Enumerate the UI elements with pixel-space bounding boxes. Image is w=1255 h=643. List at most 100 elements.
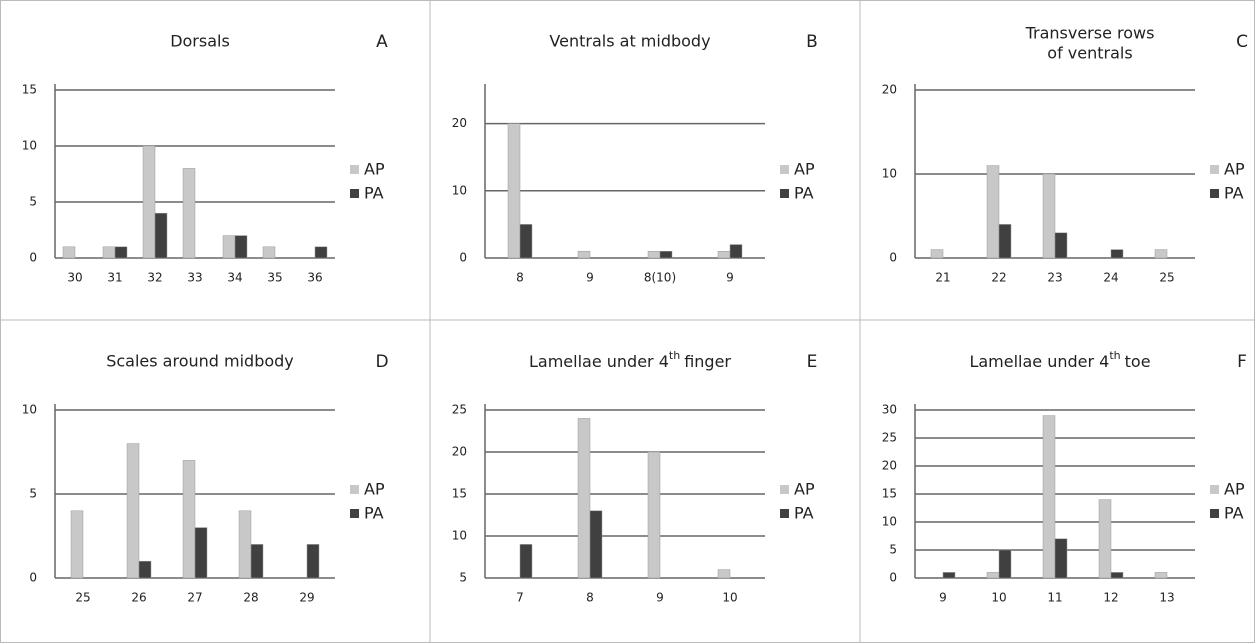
bar bbox=[647, 251, 661, 259]
y-tick-label: 30 bbox=[882, 403, 897, 417]
chart-title: Ventrals at midbody bbox=[549, 32, 710, 51]
title-text: Lamellae under 4 bbox=[529, 352, 669, 371]
y-tick-label: 5 bbox=[459, 571, 467, 585]
x-tick-label: 25 bbox=[75, 591, 90, 605]
bar bbox=[222, 235, 236, 259]
x-tick-label: 10 bbox=[722, 591, 737, 605]
bar bbox=[126, 443, 140, 579]
legend-swatch bbox=[780, 485, 789, 494]
y-tick-label: 0 bbox=[889, 251, 897, 265]
bar bbox=[1054, 538, 1068, 579]
x-tick-label: 13 bbox=[1159, 591, 1174, 605]
bar bbox=[70, 510, 84, 579]
y-tick-label: 5 bbox=[29, 195, 37, 209]
chart-title: Lamellae under 4th toe bbox=[969, 349, 1150, 371]
bar bbox=[930, 249, 944, 259]
legend-label: AP bbox=[364, 160, 385, 179]
x-tick-label: 34 bbox=[227, 271, 242, 285]
bar bbox=[717, 569, 731, 579]
y-tick-label: 10 bbox=[22, 139, 37, 153]
y-tick-label: 10 bbox=[452, 529, 467, 543]
x-tick-label: 12 bbox=[1103, 591, 1118, 605]
bar bbox=[250, 544, 264, 579]
chart-title: Lamellae under 4th finger bbox=[529, 349, 731, 371]
y-tick-label: 10 bbox=[452, 183, 467, 197]
y-tick-label: 0 bbox=[459, 251, 467, 265]
x-tick-label: 8 bbox=[516, 271, 524, 285]
x-tick-label: 25 bbox=[1159, 271, 1174, 285]
bar bbox=[262, 246, 276, 259]
bar bbox=[1154, 249, 1168, 259]
chart-title: of ventrals bbox=[1047, 44, 1132, 63]
legend-label: PA bbox=[1224, 504, 1244, 523]
legend-label: PA bbox=[364, 184, 384, 203]
bar bbox=[1054, 232, 1068, 259]
x-tick-label: 29 bbox=[299, 591, 314, 605]
legend-swatch bbox=[1210, 189, 1219, 198]
legend-swatch bbox=[780, 165, 789, 174]
panel-letter: C bbox=[1236, 32, 1248, 52]
y-tick-label: 5 bbox=[29, 487, 37, 501]
bar bbox=[647, 451, 661, 579]
title-text: Lamellae under 4 bbox=[969, 352, 1109, 371]
legend-swatch bbox=[1210, 509, 1219, 518]
legend-label: PA bbox=[1224, 184, 1244, 203]
x-tick-label: 23 bbox=[1047, 271, 1062, 285]
bar bbox=[577, 418, 591, 579]
legend-swatch bbox=[1210, 485, 1219, 494]
x-tick-label: 8 bbox=[586, 591, 594, 605]
y-tick-label: 20 bbox=[882, 83, 897, 97]
legend-label: PA bbox=[794, 504, 814, 523]
bar bbox=[729, 244, 743, 259]
y-tick-label: 5 bbox=[889, 543, 897, 557]
bar bbox=[942, 572, 956, 579]
legend-swatch bbox=[350, 189, 359, 198]
legend-swatch bbox=[350, 485, 359, 494]
title-sup: th bbox=[669, 349, 680, 362]
bar bbox=[986, 165, 1000, 259]
legend-label: AP bbox=[794, 480, 815, 499]
x-tick-label: 22 bbox=[991, 271, 1006, 285]
x-tick-label: 35 bbox=[267, 271, 282, 285]
chart-title: Dorsals bbox=[170, 32, 230, 51]
x-tick-label: 9 bbox=[939, 591, 947, 605]
x-tick-label: 11 bbox=[1047, 591, 1062, 605]
x-tick-label: 27 bbox=[187, 591, 202, 605]
x-tick-label: 24 bbox=[1103, 271, 1118, 285]
bar bbox=[306, 544, 320, 579]
bar bbox=[182, 460, 196, 579]
bar bbox=[1098, 499, 1112, 579]
y-tick-label: 25 bbox=[452, 403, 467, 417]
bar bbox=[154, 212, 168, 259]
y-tick-label: 25 bbox=[882, 431, 897, 445]
y-tick-label: 20 bbox=[452, 116, 467, 130]
bar bbox=[182, 168, 196, 259]
bar bbox=[577, 251, 591, 259]
bar bbox=[238, 510, 252, 579]
bar bbox=[1042, 415, 1056, 579]
legend-label: AP bbox=[1224, 160, 1245, 179]
bar bbox=[1110, 249, 1124, 259]
y-tick-label: 20 bbox=[882, 459, 897, 473]
bar bbox=[659, 251, 673, 259]
bar bbox=[1154, 572, 1168, 579]
x-tick-label: 21 bbox=[935, 271, 950, 285]
bar bbox=[998, 549, 1012, 579]
bar bbox=[62, 246, 76, 259]
x-tick-label: 32 bbox=[147, 271, 162, 285]
bar bbox=[1110, 572, 1124, 579]
y-tick-label: 20 bbox=[452, 445, 467, 459]
chart-title: Transverse rows bbox=[1025, 24, 1155, 43]
x-tick-label: 30 bbox=[67, 271, 82, 285]
bar bbox=[114, 246, 128, 259]
bar bbox=[717, 251, 731, 259]
x-tick-label: 28 bbox=[243, 591, 258, 605]
y-tick-label: 10 bbox=[882, 167, 897, 181]
bar bbox=[986, 572, 1000, 579]
legend-label: AP bbox=[794, 160, 815, 179]
panel-letter: F bbox=[1237, 352, 1247, 372]
x-tick-label: 7 bbox=[516, 591, 524, 605]
x-tick-label: 10 bbox=[991, 591, 1006, 605]
y-tick-label: 15 bbox=[452, 487, 467, 501]
